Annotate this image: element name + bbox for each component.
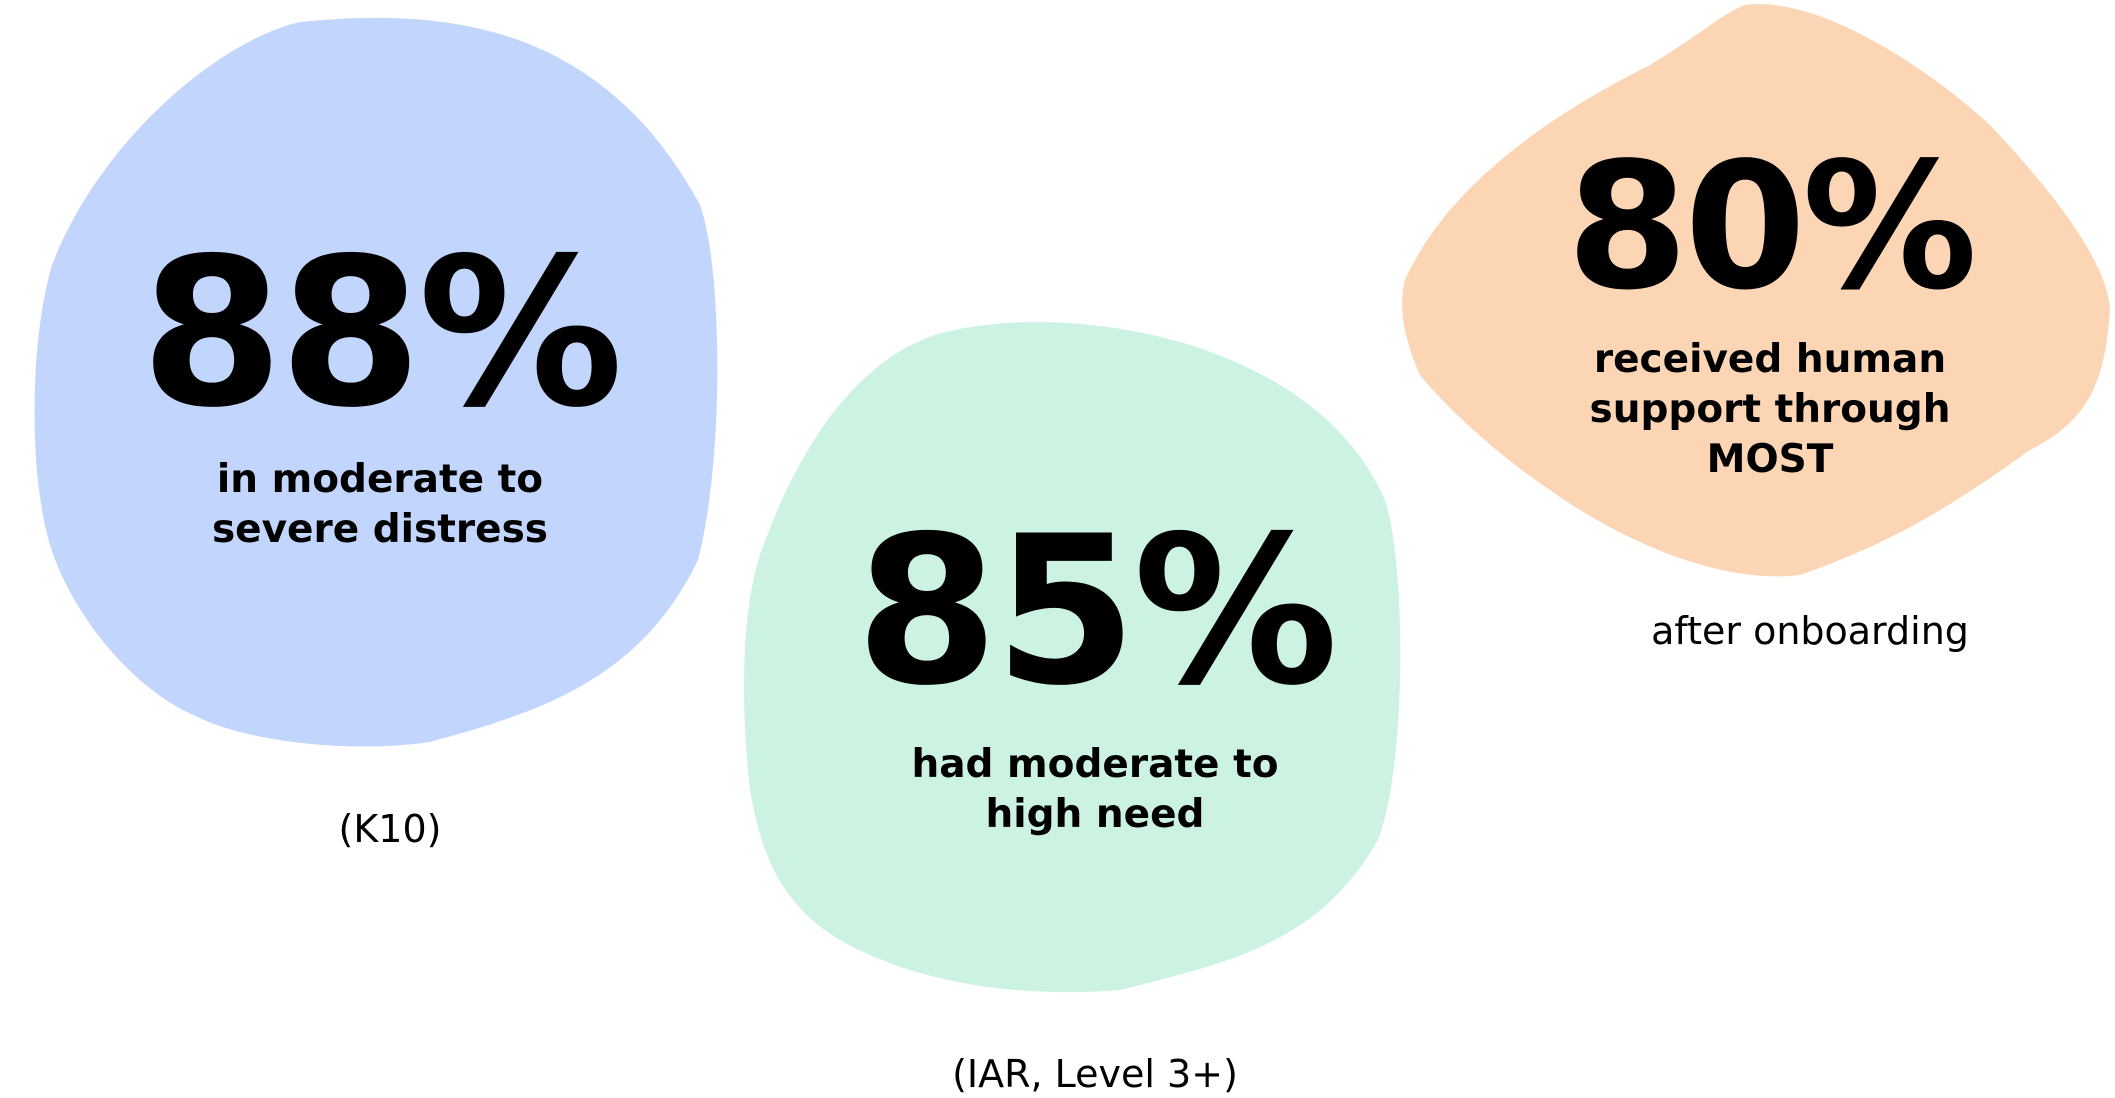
stat-description: received human support through MOST (1490, 335, 2050, 485)
stat-blob-peach (1402, 4, 2110, 577)
stat-value: 85% (855, 493, 1339, 731)
stat-description-line: received human (1593, 337, 1947, 382)
blob-shape-peach (1402, 4, 2110, 577)
stat-description-line: had moderate to (911, 742, 1279, 787)
blob-shape-blue (34, 17, 718, 747)
stat-description: in moderate to severe distress (100, 455, 660, 555)
stat-description-line: high need (985, 791, 1205, 837)
stat-card-distress: 88% in moderate to severe distress (100, 232, 660, 555)
stat-description-line: in moderate to (216, 457, 544, 502)
stat-card-support: 80% received human support through MOST (1490, 140, 2050, 485)
stat-description-line: support through (1589, 386, 1951, 432)
stat-description-line: severe distress (211, 506, 549, 552)
stat-blob-green (744, 322, 1401, 993)
stat-description: had moderate to high need (815, 740, 1375, 840)
stat-blob-blue (34, 17, 718, 747)
stat-note: (IAR, Level 3+) (952, 1052, 1238, 1096)
stat-card-need: 85% had moderate to high need (815, 510, 1375, 840)
stat-note: (K10) (338, 807, 442, 851)
stat-value: 88% (140, 215, 624, 453)
stat-description-line: MOST (1706, 436, 1834, 482)
blob-shape-green (744, 322, 1401, 993)
stat-value: 80% (1566, 126, 1978, 329)
stat-note: after onboarding (1651, 609, 1969, 653)
